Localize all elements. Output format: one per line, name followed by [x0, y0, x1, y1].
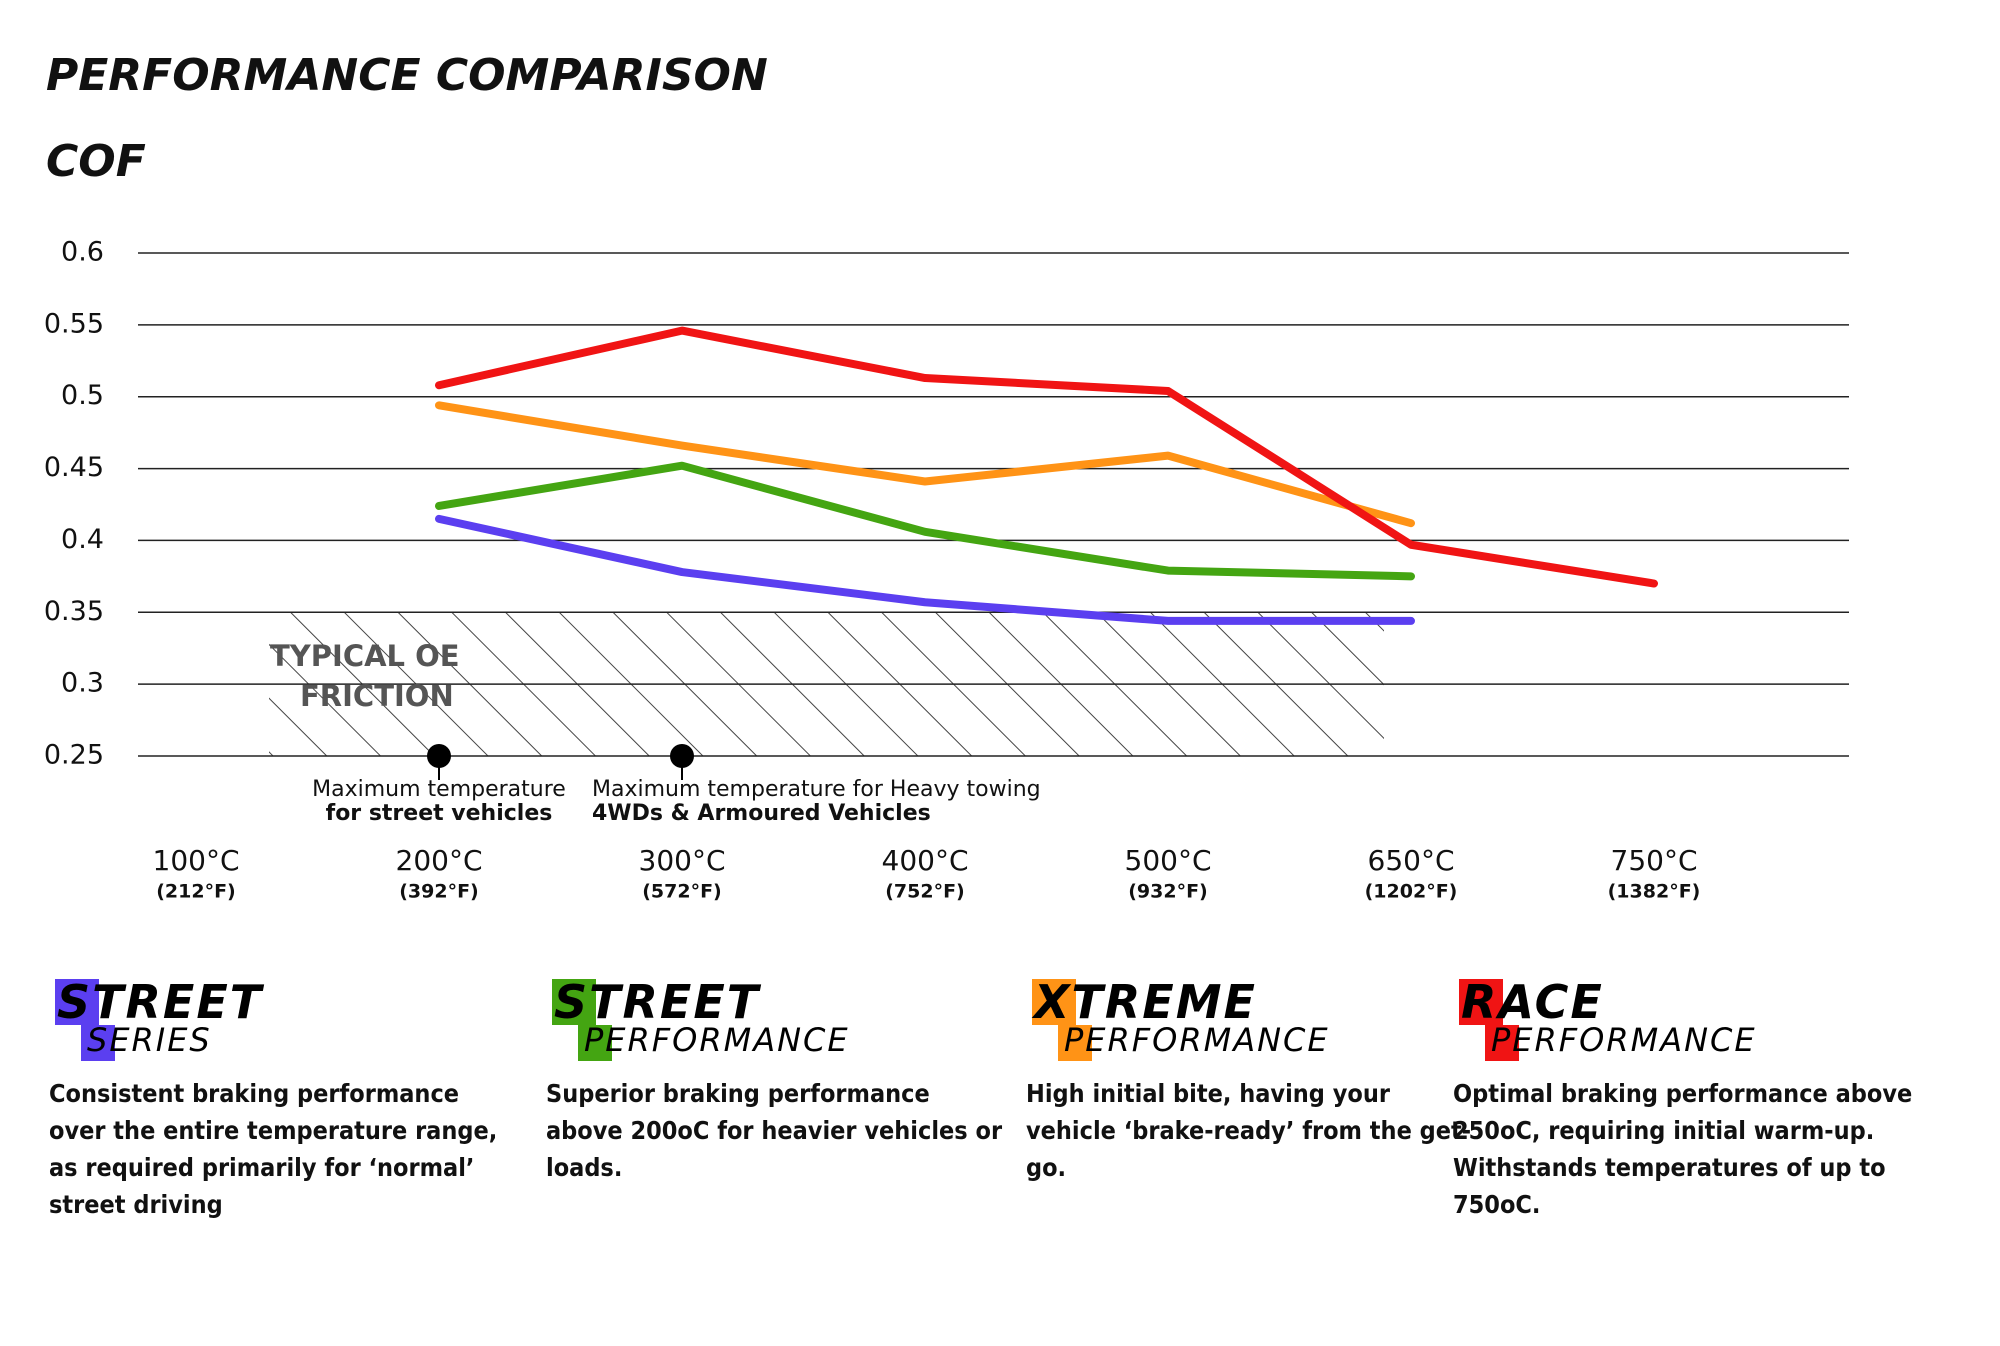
legend-subname: PERFORMANCE: [584, 1021, 850, 1059]
legend-logo: STREET PERFORMANCE: [546, 975, 966, 1065]
legend-name: RACE: [1461, 975, 1604, 1029]
series-line: [435, 461, 1415, 581]
y-tick-label: 0.45: [44, 452, 104, 483]
annotation-text: Maximum temperature for Heavy towing: [592, 777, 1041, 802]
x-tick-label: 300°C: [639, 844, 726, 877]
legend-swatch: [552, 979, 596, 1025]
legend-description: Superior braking performance above 200oC…: [546, 1079, 1003, 1182]
x-tick-label: 200°C: [396, 844, 483, 877]
legend-logo: RACE PERFORMANCE: [1453, 975, 1873, 1065]
chart-title: PERFORMANCE COMPARISON: [46, 50, 768, 101]
series-line: [435, 326, 1658, 588]
y-tick-label: 0.25: [44, 740, 104, 771]
x-tick-sublabel: (1202°F): [1365, 881, 1458, 903]
x-tick-label: 100°C: [153, 844, 240, 877]
series-line: [435, 401, 1415, 528]
legend-description: Consistent braking performance over the …: [49, 1079, 498, 1219]
legend-name: XTREME: [1034, 975, 1257, 1029]
x-tick-label: 400°C: [882, 844, 969, 877]
legend-swatch: [1485, 1025, 1519, 1061]
x-tick-label: 750°C: [1611, 844, 1698, 877]
x-tick-sublabel: (212°F): [156, 881, 236, 903]
x-tick-sublabel: (752°F): [885, 881, 965, 903]
x-tick-label: 500°C: [1125, 844, 1212, 877]
legend-description: High initial bite, having your vehicle ‘…: [1026, 1079, 1472, 1182]
region-label: TYPICAL OE: [270, 639, 460, 673]
x-tick-sublabel: (1382°F): [1608, 881, 1701, 903]
legend-swatch: [1459, 979, 1503, 1025]
y-tick-label: 0.35: [44, 596, 104, 627]
x-tick-label: 650°C: [1368, 844, 1455, 877]
legend-swatch: [55, 979, 99, 1025]
annotation-dot: [427, 744, 451, 768]
y-tick-label: 0.55: [44, 308, 104, 339]
x-tick-sublabel: (392°F): [399, 881, 479, 903]
y-tick-label: 0.3: [61, 668, 104, 699]
legend-swatch: [1058, 1025, 1092, 1061]
legend-description: Optimal braking performance above 250oC,…: [1453, 1079, 1913, 1219]
legend-swatch: [1032, 979, 1076, 1025]
annotation-text: 4WDs & Armoured Vehicles: [592, 801, 931, 826]
legend-subname: PERFORMANCE: [1064, 1021, 1330, 1059]
y-tick-label: 0.6: [61, 237, 104, 268]
annotation-text: for street vehicles: [326, 801, 553, 826]
x-tick-sublabel: (932°F): [1128, 881, 1208, 903]
legend-name: STREET: [57, 975, 264, 1029]
y-axis-label: COF: [46, 136, 146, 187]
legend-swatch: [578, 1025, 612, 1061]
legend-subname: PERFORMANCE: [1491, 1021, 1757, 1059]
series-line: [435, 514, 1415, 625]
y-tick-label: 0.4: [61, 524, 104, 555]
legend-swatch: [81, 1025, 115, 1061]
y-tick-label: 0.5: [61, 380, 104, 411]
legend-logo: STREET SERIES: [49, 975, 469, 1065]
legend-name: STREET: [554, 975, 761, 1029]
legend-subname: SERIES: [87, 1021, 212, 1059]
region-label: FRICTION: [300, 679, 454, 713]
annotation-dot: [670, 744, 694, 768]
annotation-text: Maximum temperature: [312, 777, 566, 802]
legend-logo: XTREME PERFORMANCE: [1026, 975, 1446, 1065]
x-tick-sublabel: (572°F): [642, 881, 722, 903]
